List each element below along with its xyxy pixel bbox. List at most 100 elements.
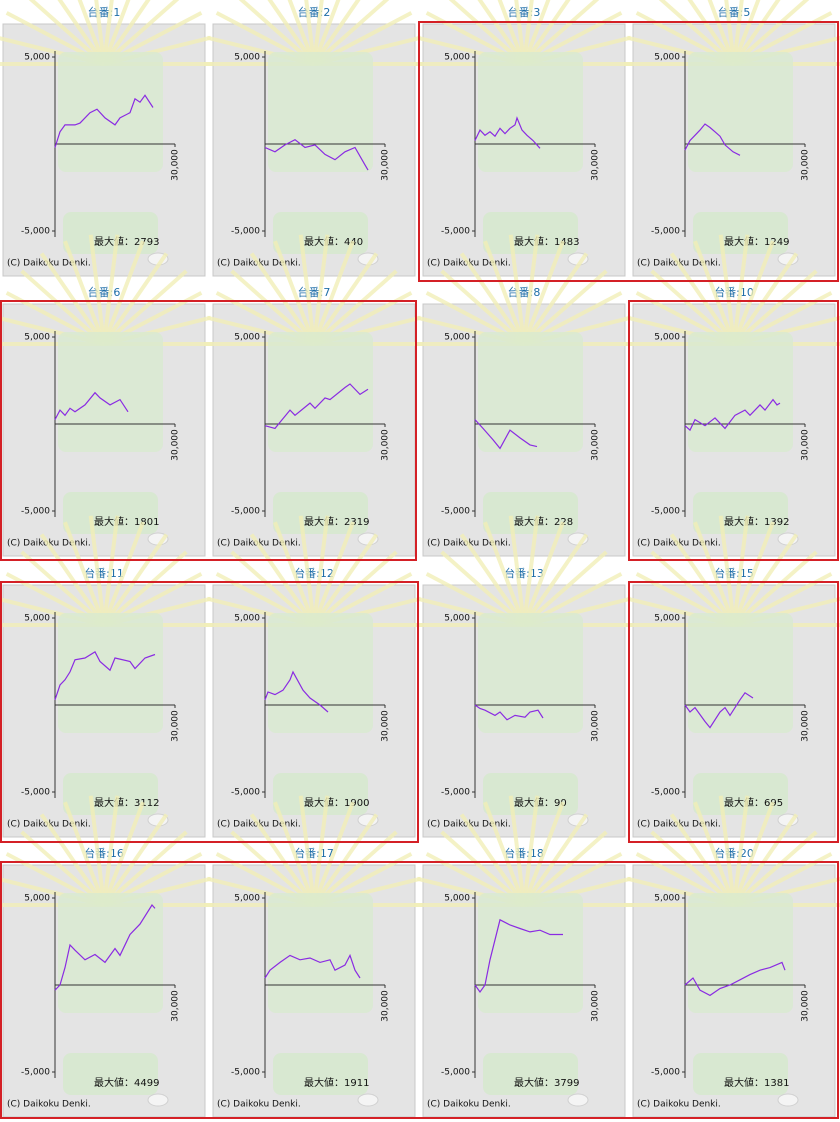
data-line — [474, 918, 563, 994]
decoration-ray — [298, 515, 316, 626]
max-value-label: 最大値：1381 — [724, 1076, 789, 1089]
y-tick-label: 5,000 — [444, 614, 470, 624]
x-tick-label: 30,000 — [591, 149, 601, 181]
decoration-ray — [312, 252, 379, 346]
decoration-ray — [57, 0, 106, 66]
y-tick-label: -5,000 — [231, 507, 260, 517]
decoration-ray — [249, 813, 316, 907]
decoration-ray — [693, 240, 736, 345]
y-tick-label: -5,000 — [651, 1068, 680, 1078]
chart-title: 台番:15 — [714, 566, 754, 580]
y-tick-label: 5,000 — [654, 53, 680, 63]
y-tick-label: 5,000 — [654, 614, 680, 624]
decoration-ray — [312, 0, 361, 66]
y-tick-label: 5,000 — [444, 333, 470, 343]
decoration-ray — [39, 813, 106, 907]
data-line — [264, 383, 369, 430]
y-tick-label: 5,000 — [654, 894, 680, 904]
max-value-label: 最大値：3112 — [94, 796, 159, 809]
decoration-ray — [249, 533, 316, 627]
copyright: (C) Daikoku Denki. — [7, 1100, 91, 1110]
decoration-ray — [732, 515, 750, 626]
decoration-ray — [658, 0, 736, 66]
decoration-ray — [522, 269, 608, 346]
chart-title: 台番:8 — [508, 285, 541, 299]
decoration-ray — [298, 795, 316, 906]
decoration-ray — [522, 0, 600, 66]
decoration-ray — [732, 0, 744, 65]
chart-panel: 台番:20 5,000 -5,000 30,000 最大値：1381 (C) Daikok… — [624, 795, 840, 1118]
decoration-ray — [312, 269, 398, 346]
decoration-ray — [230, 830, 316, 907]
decoration-tray — [273, 1053, 368, 1095]
decoration-ray — [732, 521, 775, 626]
decoration-ray — [102, 515, 120, 626]
decoration-ray — [508, 234, 526, 345]
selection-box — [0, 300, 417, 561]
copyright: (C) Daikoku Denki. — [427, 1100, 511, 1110]
decoration-ray — [669, 252, 736, 346]
chart-title: 台番:5 — [718, 5, 751, 19]
decoration-box — [688, 613, 793, 733]
decoration-ray — [448, 0, 526, 66]
y-tick-label: -5,000 — [651, 227, 680, 237]
decoration-ray — [102, 240, 145, 345]
y-tick-label: 5,000 — [24, 53, 50, 63]
data-line — [54, 391, 129, 420]
decoration-ray — [522, 234, 540, 345]
decoration-ray — [312, 0, 324, 65]
y-tick-label: 5,000 — [654, 333, 680, 343]
decoration-ray — [63, 521, 106, 626]
chart-title: 台番:17 — [294, 846, 334, 860]
max-value-label: 最大値：1483 — [514, 235, 579, 248]
chart-panel: 台番:18 5,000 -5,000 30,000 最大値：3799 (C) Daikok… — [414, 795, 634, 1118]
decoration-ray — [440, 269, 526, 346]
decoration-box — [478, 332, 583, 452]
decoration-tray — [63, 773, 158, 815]
decoration-ray — [63, 801, 106, 906]
y-tick-label: 5,000 — [234, 53, 260, 63]
decoration-ray — [522, 830, 608, 907]
decoration-ray — [724, 0, 736, 65]
decoration-ray — [273, 801, 316, 906]
decoration-ray — [650, 830, 736, 907]
chart-panel: 台番:16 5,000 -5,000 30,000 最大値：4499 (C) Daikok… — [0, 795, 214, 1118]
decoration-ray — [39, 533, 106, 627]
decoration-ray — [102, 0, 114, 65]
decoration-ray — [20, 830, 106, 907]
decoration-tray — [483, 492, 578, 534]
data-line — [474, 116, 541, 149]
x-tick-label: 30,000 — [171, 149, 181, 181]
y-tick-label: 5,000 — [234, 614, 260, 624]
decoration-ray — [287, 0, 316, 65]
decoration-box — [688, 893, 793, 1013]
decoration-tray — [63, 212, 158, 254]
decoration-ray — [312, 521, 355, 626]
decoration-ray — [707, 0, 736, 65]
data-line — [54, 651, 156, 700]
selection-box — [628, 300, 839, 561]
decoration-ray — [522, 252, 589, 346]
chart-title: 台番:7 — [298, 285, 331, 299]
chart-title: 台番:6 — [88, 285, 121, 299]
y-tick-label: -5,000 — [21, 507, 50, 517]
decoration-ray — [102, 533, 169, 627]
decoration-ray — [312, 550, 398, 627]
selection-box — [0, 581, 419, 843]
decoration-ray — [312, 234, 330, 345]
decoration-ray — [718, 234, 736, 345]
decoration-tray — [63, 492, 158, 534]
decoration-ray — [669, 813, 736, 907]
chart-title: 台番:12 — [294, 566, 334, 580]
decoration-ray — [718, 515, 736, 626]
x-tick-label: 30,000 — [801, 710, 811, 742]
y-tick-label: -5,000 — [231, 227, 260, 237]
decoration-ray — [440, 830, 526, 907]
chart-title: 台番:20 — [714, 846, 754, 860]
data-line — [684, 123, 741, 156]
y-tick-label: -5,000 — [651, 507, 680, 517]
